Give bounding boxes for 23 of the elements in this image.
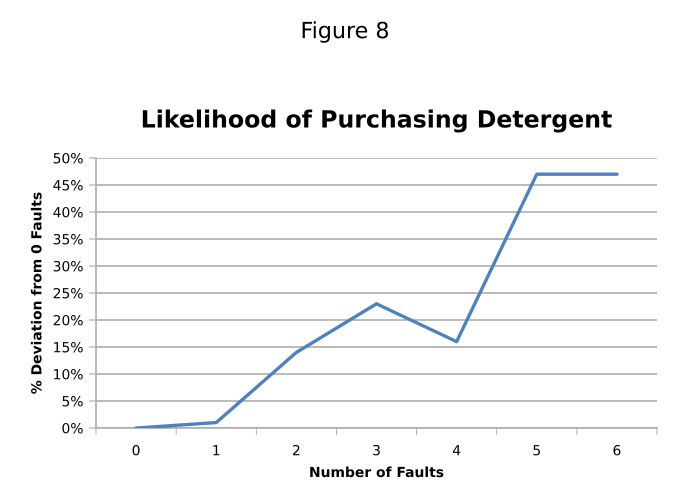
x-tick-label: 3 [373,444,380,456]
x-axis-title: Number of Faults [310,466,444,478]
y-axis-title: % Deviation from 0 Faults [30,192,42,394]
line-series [134,172,619,428]
x-tick-label: 2 [292,444,300,456]
x-tick-label: 6 [613,444,620,456]
y-tick-label: 20% [54,314,83,326]
y-tick-label: 10% [54,368,83,380]
chart-title: Likelihood of Purchasing Detergent [142,110,612,133]
caption: Figure 8 [302,21,388,43]
y-tick-label: 40% [53,206,83,218]
x-tick-label: 4 [452,445,460,456]
y-tick-label: 50% [54,152,83,164]
x-tick-label: 0 [132,444,140,456]
x-tick-label: 1 [213,445,220,456]
x-tick-label: 5 [533,445,540,456]
y-tick-label: 0% [62,422,83,434]
y-tick-label: 35% [54,234,83,244]
y-tick-label: 5% [62,396,83,406]
y-tick-label: 30% [54,260,83,272]
y-tick-label: 15% [54,342,83,352]
y-tick-label: 25% [54,288,83,298]
y-tick-label: 45% [53,180,83,190]
